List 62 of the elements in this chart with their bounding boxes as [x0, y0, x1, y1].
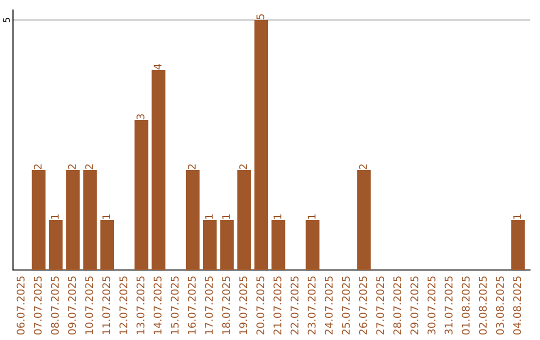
x-tick-label: 28.07.2025 [393, 276, 402, 334]
data-label: 1 [222, 214, 230, 219]
x-tick-label: 13.07.2025 [136, 276, 144, 334]
x-tick-label: 27.07.2025 [376, 276, 384, 334]
x-tick-label: 15.07.2025 [170, 276, 179, 334]
x-tick-label: 23.07.2025 [308, 276, 316, 334]
x-tick-label: 25.07.2025 [342, 276, 350, 334]
x-tick-label: 11.07.2025 [102, 276, 110, 334]
bar [100, 220, 114, 270]
bar [83, 170, 97, 270]
bar [272, 220, 286, 270]
bar [203, 220, 217, 270]
x-tick-label: 29.07.2025 [410, 276, 418, 334]
data-label: 1 [205, 214, 213, 219]
x-tick-label: 16.07.2025 [188, 276, 196, 334]
x-tick-label: 04.08.2025 [513, 276, 522, 335]
x-tick-label: 26.07.2025 [359, 276, 367, 334]
bar [66, 170, 80, 270]
data-label: 1 [51, 214, 59, 219]
x-tick-label: 21.07.2025 [273, 276, 282, 334]
x-tick-label: 18.07.2025 [222, 276, 230, 334]
data-label: 1 [308, 214, 316, 219]
data-label: 1 [274, 214, 282, 219]
bar [134, 120, 148, 270]
bar [220, 220, 234, 270]
data-label: 2 [34, 164, 42, 170]
x-tick-label: 07.07.2025 [34, 276, 42, 335]
data-label: 2 [239, 164, 247, 170]
x-tick-label: 12.07.2025 [119, 276, 128, 334]
bar [237, 170, 251, 270]
data-label: 1 [513, 214, 521, 219]
data-label: 1 [102, 214, 110, 219]
data-label: 4 [154, 64, 162, 70]
x-tick-label: 30.07.2025 [428, 276, 436, 334]
data-label: 2 [68, 164, 76, 170]
x-tick-label: 02.08.2025 [478, 276, 487, 335]
x-tick-label: 22.07.2025 [290, 276, 298, 334]
data-label: 2 [359, 164, 367, 170]
data-label: 2 [188, 164, 196, 170]
x-tick-label: 31.07.2025 [444, 276, 453, 334]
x-tick-label: 03.08.2025 [496, 276, 504, 335]
data-label: 2 [85, 164, 93, 170]
bar [511, 220, 525, 270]
x-tick-label: 01.08.2025 [462, 276, 470, 335]
bar [306, 220, 320, 270]
x-tick-label: 20.07.2025 [256, 276, 264, 334]
bar [186, 170, 200, 270]
bar [152, 70, 166, 270]
data-label: 5 [256, 14, 264, 20]
x-tick-label: 14.07.2025 [154, 276, 162, 334]
x-tick-label: 17.07.2025 [205, 276, 213, 334]
bar [32, 170, 46, 270]
data-label: 3 [136, 114, 144, 120]
bar [254, 20, 268, 270]
bar [48, 220, 63, 270]
x-tick-label: 24.07.2025 [324, 276, 333, 334]
bar [357, 170, 371, 270]
x-tick-label: 09.07.2025 [68, 276, 76, 335]
x-tick-label: 10.07.2025 [85, 276, 94, 334]
x-tick-label: 06.07.2025 [16, 276, 25, 335]
x-tick-label: 08.07.2025 [50, 276, 59, 335]
x-tick-label: 19.07.2025 [239, 276, 248, 334]
